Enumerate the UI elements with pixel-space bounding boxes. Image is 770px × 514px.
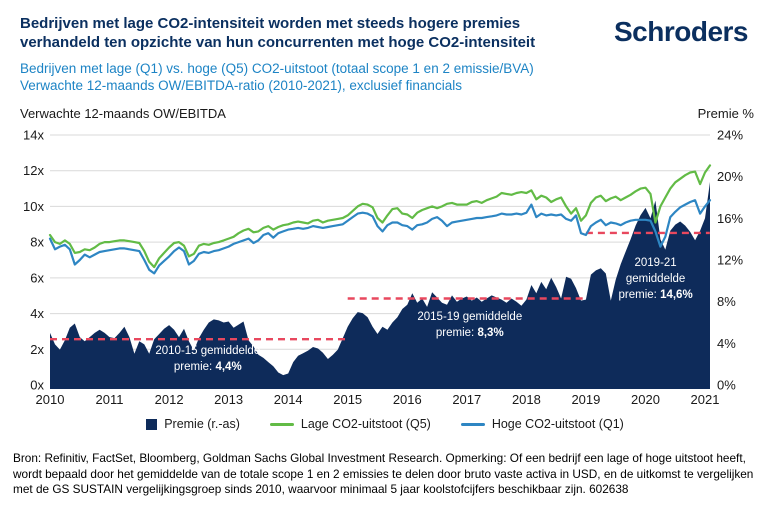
- subtitle-line-2: Verwachte 12-maands OW/EBITDA-ratio (201…: [20, 78, 462, 93]
- y-right-tick-label: 4%: [717, 336, 736, 351]
- right-axis-title: Premie %: [697, 106, 754, 121]
- y-right-tick-label: 20%: [717, 169, 743, 184]
- x-tick-label: 2013: [214, 392, 243, 407]
- y-left-tick-label: 2x: [30, 342, 44, 357]
- x-tick-label: 2021: [691, 392, 720, 407]
- legend-item-lage-co2: Lage CO2-uitstoot (Q5): [269, 417, 431, 431]
- y-right-tick-label: 12%: [717, 253, 743, 268]
- legend-item-hoge-co2: Hoge CO2-uitstoot (Q1): [460, 417, 624, 431]
- x-tick-label: 2011: [96, 392, 124, 407]
- area-premie: [50, 181, 710, 385]
- legend-label: Lage CO2-uitstoot (Q5): [300, 417, 431, 431]
- y-right-tick-label: 16%: [717, 211, 743, 226]
- co2-premium-chart: 14x 12x 10x 8x 6x 4x 2x 0x 24% 20% 16% 12% 8% 4% 0% 201…: [23, 128, 743, 408]
- y-right-tick-label: 0%: [717, 378, 736, 393]
- x-tick-label: 2018: [512, 392, 541, 407]
- legend-label: Premie (r.-as): [164, 417, 240, 431]
- legend-square-swatch: [146, 418, 158, 430]
- y-left-tick-label: 10x: [23, 199, 44, 214]
- x-tick-label: 2010: [36, 392, 65, 407]
- x-tick-label: 2017: [452, 392, 481, 407]
- y-left-tick-label: 4x: [30, 306, 44, 321]
- chart-annotation: 2010-15 gemiddelde premie: 4,4%: [155, 345, 260, 373]
- title-line-1: Bedrijven met lage CO2-intensiteit worde…: [20, 15, 521, 32]
- y-left-tick-label: 8x: [30, 235, 44, 250]
- left-axis-title: Verwachte 12-maands OW/EBITDA: [20, 106, 226, 121]
- y-right-tick-label: 24%: [717, 128, 743, 143]
- x-tick-label: 2020: [631, 392, 660, 407]
- chart-annotation: 2015-19 gemiddelde premie: 8,3%: [417, 311, 522, 339]
- line-hoge-co2-q1: [48, 199, 712, 275]
- x-tick-label: 2014: [274, 392, 303, 407]
- y-left-tick-label: 6x: [30, 270, 44, 285]
- y-left-tick-label: 0x: [30, 378, 44, 393]
- subtitle-line-1: Bedrijven met lage (Q1) vs. hoge (Q5) CO…: [20, 61, 534, 76]
- schroders-logo: Schroders: [614, 16, 749, 47]
- legend-item-premie: Premie (r.-as): [146, 417, 240, 431]
- line-lage-co2-q5: [48, 164, 712, 269]
- legend-line-swatch: [269, 422, 294, 426]
- legend-label: Hoge CO2-uitstoot (Q1): [491, 417, 624, 431]
- title-line-2: verhandeld ten opzichte van hun concurre…: [20, 34, 536, 51]
- page-title: Bedrijven met lage CO2-intensiteit worde…: [20, 14, 595, 52]
- y-left-tick-label: 12x: [23, 163, 44, 178]
- legend-line-swatch: [460, 422, 485, 426]
- source-note: Bron: Refinitiv, FactSet, Bloomberg, Gol…: [13, 451, 754, 496]
- y-left-tick-label: 14x: [23, 128, 44, 143]
- chart-legend: Premie (r.-as) Lage CO2-uitstoot (Q5) Hoge…: [0, 417, 770, 431]
- x-tick-label: 2015: [333, 392, 362, 407]
- chart-annotation: 2019-21 gemiddelde premie: 14,6%: [619, 257, 693, 301]
- x-tick-label: 2019: [571, 392, 600, 407]
- x-tick-label: 2012: [155, 392, 184, 407]
- chart-subtitle: Bedrijven met lage (Q1) vs. hoge (Q5) CO…: [20, 60, 670, 94]
- y-right-tick-label: 8%: [717, 294, 736, 309]
- x-tick-label: 2016: [393, 392, 422, 407]
